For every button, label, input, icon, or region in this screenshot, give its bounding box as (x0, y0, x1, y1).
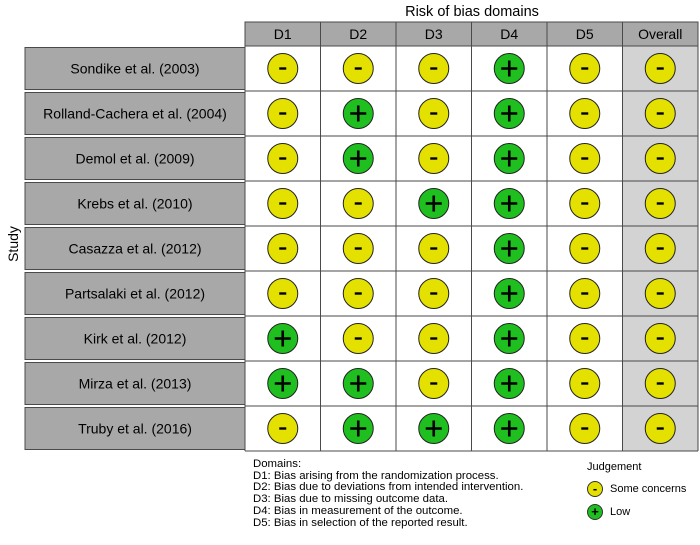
domain-d3-description: D3: Bias due to missing outcome data. (253, 493, 449, 506)
column-header-d2: D2 (349, 26, 367, 42)
legend-item-low: + Low (587, 504, 700, 524)
study-label-mirza-et-al-2013: Mirza et al. (2013) (79, 376, 192, 392)
column-header-cell-d1 (244, 21, 321, 47)
chart-footer: Domains: D1: Bias arising from the rando… (253, 458, 700, 545)
study-cell-rolland-cachera-et-al-2004 (24, 92, 246, 135)
study-cell-krebs-et-al-2010 (24, 182, 246, 225)
study-cell-partsalaki-et-al-2012 (24, 272, 246, 315)
domains-title: Domains: (253, 458, 302, 470)
domain-d4-description: D4: Bias in measurement of the outcome. (253, 504, 463, 517)
legend-item-some-concerns: - Some concerns (587, 481, 700, 501)
study-cell-demol-et-al-2009 (24, 137, 246, 180)
study-label-truby-et-al-2016: Truby et al. (2016) (78, 421, 192, 437)
study-label-kirk-et-al-2012: Kirk et al. (2012) (84, 331, 187, 347)
low-symbol-icon: + (587, 504, 603, 520)
study-cell-sondike-et-al-2003 (24, 47, 246, 90)
domain-d5-description: D5: Bias in selection of the reported re… (253, 516, 468, 529)
legend-label-some-concerns: Some concerns (610, 483, 687, 495)
study-label-rolland-cachera-et-al-2004: Rolland-Cachera et al. (2004) (43, 106, 227, 122)
column-header-cell-d2 (320, 21, 397, 47)
study-cell-kirk-et-al-2012 (24, 317, 246, 360)
domains-legend: Domains: D1: Bias arising from the rando… (253, 458, 583, 529)
judgement-legend-title: Judgement (587, 461, 642, 473)
column-header-d3: D3 (425, 26, 443, 42)
domain-d1-description: D1: Bias arising from the randomization … (253, 469, 499, 482)
chart-title: Risk of bias domains (405, 4, 539, 20)
study-label-krebs-et-al-2010: Krebs et al. (2010) (77, 196, 192, 212)
study-label-casazza-et-al-2012: Casazza et al. (2012) (68, 241, 201, 257)
column-header-cell-d3 (395, 21, 472, 47)
column-header-d1: D1 (274, 26, 292, 42)
column-header-d4: D4 (500, 26, 518, 42)
study-cell-mirza-et-al-2013 (24, 362, 246, 405)
domain-d2-description: D2: Bias due to deviations from intended… (253, 481, 524, 494)
study-cell-casazza-et-al-2012 (24, 227, 246, 270)
column-header-overall: Overall (638, 26, 682, 42)
y-axis-label: Study (5, 226, 21, 262)
study-label-sondike-et-al-2003: Sondike et al. (2003) (70, 61, 199, 77)
column-header-d5: D5 (576, 26, 594, 42)
some-concerns-symbol-icon: - (587, 481, 603, 497)
risk-of-bias-chart: Risk of bias domains Study D1 D2 D3 D4 D5 Ove… (5, 4, 699, 452)
plot-area: D1 D2 D3 D4 D5 Overall Sondike et al. (2003) Ro… (24, 21, 699, 452)
legend-label-low: Low (610, 506, 631, 518)
study-cell-truby-et-al-2016 (24, 407, 246, 450)
study-label-demol-et-al-2009: Demol et al. (2009) (75, 151, 194, 167)
study-label-partsalaki-et-al-2012: Partsalaki et al. (2012) (65, 286, 205, 302)
